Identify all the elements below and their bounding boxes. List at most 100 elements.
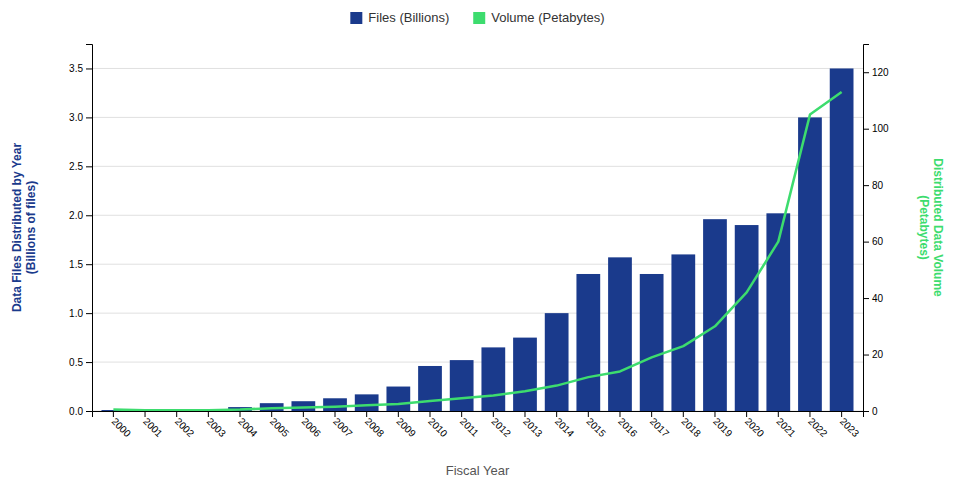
x-tick-mark <box>430 411 431 417</box>
x-tick-label: 2022 <box>806 416 830 440</box>
x-tick: 2001 <box>141 411 165 439</box>
x-tick-label: 2011 <box>458 416 481 439</box>
x-tick: 2015 <box>584 411 608 439</box>
x-tick: 2017 <box>648 411 672 439</box>
x-tick: 2012 <box>489 411 513 439</box>
y2-axis-title: Distributed Data Volume(Petabytes) <box>917 158 945 297</box>
x-tick-mark <box>493 411 494 417</box>
y2-axis: 020406080100120 <box>863 45 889 417</box>
bar <box>355 394 379 411</box>
grid-line <box>92 117 863 118</box>
x-tick-mark <box>145 411 146 417</box>
x-tick-label: 2003 <box>204 416 228 440</box>
legend-item: Volume (Petabytes) <box>473 10 604 25</box>
x-tick-mark <box>176 411 177 417</box>
x-tick-label: 2021 <box>774 416 798 440</box>
x-tick: 2020 <box>743 411 767 439</box>
x-tick-mark <box>588 411 589 417</box>
x-tick-mark <box>556 411 557 417</box>
legend-label: Files (Billions) <box>368 10 449 25</box>
x-tick: 2019 <box>711 411 735 439</box>
x-tick-label: 2019 <box>711 416 735 440</box>
bar <box>481 347 505 411</box>
y-tick-label: 3.5 <box>69 63 83 74</box>
y2-tick: 40 <box>863 293 884 304</box>
y2-tick: 0 <box>863 406 878 417</box>
x-tick-mark <box>778 411 779 417</box>
x-tick: 2002 <box>173 411 197 439</box>
chart: 2000200120022003200420052006200720082009… <box>0 0 955 483</box>
bar <box>323 398 347 411</box>
x-tick-label: 2018 <box>679 416 703 440</box>
y2-tick-mark <box>863 411 869 412</box>
x-tick-mark <box>461 411 462 417</box>
y-tick-label: 2.0 <box>69 210 83 221</box>
bar <box>798 117 822 411</box>
y-axis: 0.00.51.01.52.02.53.03.5 <box>69 45 92 417</box>
y2-tick-label: 80 <box>872 180 884 191</box>
x-tick: 2005 <box>268 411 292 439</box>
y-tick-mark <box>86 215 92 216</box>
legend-swatch <box>473 12 485 24</box>
bar <box>703 219 727 411</box>
x-tick-mark <box>208 411 209 417</box>
x-tick-label: 2014 <box>553 416 577 440</box>
legend-item: Files (Billions) <box>350 10 449 25</box>
y-tick: 0.5 <box>69 357 92 368</box>
x-tick: 2022 <box>806 411 830 439</box>
bar-series <box>101 68 853 411</box>
grid-line <box>92 68 863 69</box>
bar <box>830 68 854 411</box>
y-tick-label: 1.5 <box>69 259 83 270</box>
line <box>113 92 841 410</box>
x-tick-mark <box>271 411 272 417</box>
x-tick-mark <box>841 411 842 417</box>
y2-tick: 60 <box>863 236 884 247</box>
y-tick-mark <box>86 166 92 167</box>
x-tick-mark <box>366 411 367 417</box>
x-tick: 2008 <box>363 411 387 439</box>
y2-tick-label: 20 <box>872 349 884 360</box>
y2-axis-line <box>864 45 870 412</box>
x-tick-label: 2009 <box>394 416 418 440</box>
x-tick-mark <box>809 411 810 417</box>
x-tick-label: 2017 <box>648 416 672 440</box>
y2-axis-title-line: Distributed Data Volume <box>931 158 945 297</box>
legend-label: Volume (Petabytes) <box>491 10 604 25</box>
x-tick-label: 2004 <box>236 416 260 440</box>
x-tick: 2010 <box>426 411 450 439</box>
y-axis-title-line: Data Files Distributed by Year <box>10 143 24 313</box>
y-tick-label: 0.0 <box>69 406 83 417</box>
legend-swatch <box>350 12 362 24</box>
x-axis: 2000200120022003200420052006200720082009… <box>93 411 864 439</box>
y-tick-label: 1.0 <box>69 308 83 319</box>
grid <box>92 68 863 411</box>
y2-tick-mark <box>863 72 869 73</box>
x-tick: 2021 <box>774 411 798 439</box>
x-tick-label: 2006 <box>299 416 323 440</box>
x-tick-mark <box>651 411 652 417</box>
x-tick-label: 2020 <box>743 416 767 440</box>
x-tick: 2018 <box>679 411 703 439</box>
marks <box>101 68 853 411</box>
bar <box>735 225 759 411</box>
x-tick-mark <box>746 411 747 417</box>
x-tick-label: 2008 <box>363 416 387 440</box>
grid-line <box>92 166 863 167</box>
y-tick: 2.5 <box>69 161 92 172</box>
y-tick-mark <box>86 264 92 265</box>
bar <box>291 401 315 411</box>
x-tick-mark <box>683 411 684 417</box>
x-tick-mark <box>524 411 525 417</box>
x-tick: 2000 <box>109 411 133 439</box>
x-tick: 2011 <box>458 411 481 439</box>
y2-tick-label: 120 <box>872 67 889 78</box>
x-tick-label: 2013 <box>521 416 545 440</box>
x-tick-label: 2005 <box>268 416 292 440</box>
x-tick: 2014 <box>553 411 577 439</box>
y-tick-label: 2.5 <box>69 161 83 172</box>
x-tick: 2013 <box>521 411 545 439</box>
y-tick: 2.0 <box>69 210 92 221</box>
x-tick-mark <box>714 411 715 417</box>
x-tick-label: 2016 <box>616 416 640 440</box>
